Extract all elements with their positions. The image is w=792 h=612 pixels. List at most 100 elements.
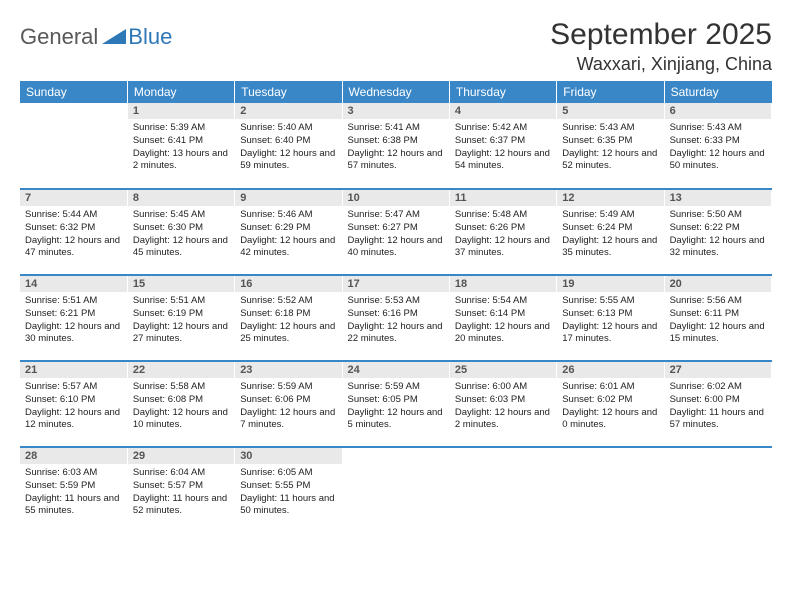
calendar-cell: 23Sunrise: 5:59 AMSunset: 6:06 PMDayligh… [235, 361, 342, 447]
sunrise-text: Sunrise: 5:43 AM [670, 122, 766, 135]
day-number: 15 [128, 276, 234, 292]
calendar-cell: 10Sunrise: 5:47 AMSunset: 6:27 PMDayligh… [342, 189, 449, 275]
sunset-text: Sunset: 6:35 PM [562, 135, 658, 148]
day-details: Sunrise: 5:50 AMSunset: 6:22 PMDaylight:… [665, 206, 771, 264]
sunrise-text: Sunrise: 6:04 AM [133, 467, 229, 480]
sunrise-text: Sunrise: 6:03 AM [25, 467, 122, 480]
sunrise-text: Sunrise: 5:50 AM [670, 209, 766, 222]
calendar-cell [449, 447, 556, 533]
calendar-cell: 28Sunrise: 6:03 AMSunset: 5:59 PMDayligh… [20, 447, 127, 533]
daylight-text: Daylight: 12 hours and 7 minutes. [240, 407, 336, 433]
day-details: Sunrise: 5:59 AMSunset: 6:06 PMDaylight:… [235, 378, 341, 436]
sunset-text: Sunset: 6:32 PM [25, 222, 122, 235]
calendar-cell: 18Sunrise: 5:54 AMSunset: 6:14 PMDayligh… [449, 275, 556, 361]
day-details: Sunrise: 5:45 AMSunset: 6:30 PMDaylight:… [128, 206, 234, 264]
calendar-cell: 17Sunrise: 5:53 AMSunset: 6:16 PMDayligh… [342, 275, 449, 361]
day-number: 27 [665, 362, 771, 378]
page: General Blue September 2025 Waxxari, Xin… [0, 0, 792, 533]
calendar-cell: 8Sunrise: 5:45 AMSunset: 6:30 PMDaylight… [127, 189, 234, 275]
calendar-cell: 12Sunrise: 5:49 AMSunset: 6:24 PMDayligh… [557, 189, 664, 275]
sunrise-text: Sunrise: 5:59 AM [240, 381, 336, 394]
day-number: 18 [450, 276, 556, 292]
day-details: Sunrise: 5:56 AMSunset: 6:11 PMDaylight:… [665, 292, 771, 350]
sunset-text: Sunset: 6:13 PM [562, 308, 658, 321]
day-details: Sunrise: 6:02 AMSunset: 6:00 PMDaylight:… [665, 378, 771, 436]
day-number: 30 [235, 448, 341, 464]
day-number: 19 [557, 276, 663, 292]
dayhead-thu: Thursday [449, 81, 556, 103]
daylight-text: Daylight: 12 hours and 5 minutes. [348, 407, 444, 433]
calendar-cell: 6Sunrise: 5:43 AMSunset: 6:33 PMDaylight… [664, 103, 771, 189]
calendar-cell: 30Sunrise: 6:05 AMSunset: 5:55 PMDayligh… [235, 447, 342, 533]
day-details: Sunrise: 5:51 AMSunset: 6:19 PMDaylight:… [128, 292, 234, 350]
sunrise-text: Sunrise: 6:02 AM [670, 381, 766, 394]
dayhead-sun: Sunday [20, 81, 127, 103]
sunrise-text: Sunrise: 5:47 AM [348, 209, 444, 222]
daylight-text: Daylight: 12 hours and 50 minutes. [670, 148, 766, 174]
sunset-text: Sunset: 6:33 PM [670, 135, 766, 148]
daylight-text: Daylight: 12 hours and 10 minutes. [133, 407, 229, 433]
day-number: 11 [450, 190, 556, 206]
day-number: 2 [235, 103, 341, 119]
day-number: 9 [235, 190, 341, 206]
sunset-text: Sunset: 6:03 PM [455, 394, 551, 407]
day-details: Sunrise: 5:58 AMSunset: 6:08 PMDaylight:… [128, 378, 234, 436]
daylight-text: Daylight: 12 hours and 35 minutes. [562, 235, 658, 261]
day-details: Sunrise: 5:54 AMSunset: 6:14 PMDaylight:… [450, 292, 556, 350]
dayhead-tue: Tuesday [235, 81, 342, 103]
daylight-text: Daylight: 12 hours and 15 minutes. [670, 321, 766, 347]
calendar-cell: 11Sunrise: 5:48 AMSunset: 6:26 PMDayligh… [449, 189, 556, 275]
day-details: Sunrise: 5:39 AMSunset: 6:41 PMDaylight:… [128, 119, 234, 177]
day-details: Sunrise: 5:49 AMSunset: 6:24 PMDaylight:… [557, 206, 663, 264]
sunset-text: Sunset: 6:14 PM [455, 308, 551, 321]
sunset-text: Sunset: 6:16 PM [348, 308, 444, 321]
calendar-cell: 22Sunrise: 5:58 AMSunset: 6:08 PMDayligh… [127, 361, 234, 447]
daylight-text: Daylight: 11 hours and 52 minutes. [133, 493, 229, 519]
day-details: Sunrise: 5:43 AMSunset: 6:33 PMDaylight:… [665, 119, 771, 177]
daylight-text: Daylight: 12 hours and 54 minutes. [455, 148, 551, 174]
sunset-text: Sunset: 6:19 PM [133, 308, 229, 321]
sunset-text: Sunset: 6:37 PM [455, 135, 551, 148]
calendar-cell: 5Sunrise: 5:43 AMSunset: 6:35 PMDaylight… [557, 103, 664, 189]
sunrise-text: Sunrise: 5:43 AM [562, 122, 658, 135]
calendar-cell: 13Sunrise: 5:50 AMSunset: 6:22 PMDayligh… [664, 189, 771, 275]
calendar-cell: 7Sunrise: 5:44 AMSunset: 6:32 PMDaylight… [20, 189, 127, 275]
day-details: Sunrise: 5:42 AMSunset: 6:37 PMDaylight:… [450, 119, 556, 177]
title-block: September 2025 Waxxari, Xinjiang, China [550, 18, 772, 75]
daylight-text: Daylight: 11 hours and 50 minutes. [240, 493, 336, 519]
day-number: 24 [343, 362, 449, 378]
sunset-text: Sunset: 6:02 PM [562, 394, 658, 407]
day-number: 26 [557, 362, 663, 378]
daylight-text: Daylight: 12 hours and 47 minutes. [25, 235, 122, 261]
day-details: Sunrise: 5:59 AMSunset: 6:05 PMDaylight:… [343, 378, 449, 436]
sunrise-text: Sunrise: 5:54 AM [455, 295, 551, 308]
sunset-text: Sunset: 6:11 PM [670, 308, 766, 321]
dayhead-sat: Saturday [664, 81, 771, 103]
day-number: 25 [450, 362, 556, 378]
daylight-text: Daylight: 13 hours and 2 minutes. [133, 148, 229, 174]
day-details: Sunrise: 5:46 AMSunset: 6:29 PMDaylight:… [235, 206, 341, 264]
calendar-cell [557, 447, 664, 533]
sunrise-text: Sunrise: 5:42 AM [455, 122, 551, 135]
sunset-text: Sunset: 5:57 PM [133, 480, 229, 493]
sunrise-text: Sunrise: 5:53 AM [348, 295, 444, 308]
day-details: Sunrise: 5:51 AMSunset: 6:21 PMDaylight:… [20, 292, 127, 350]
daylight-text: Daylight: 11 hours and 57 minutes. [670, 407, 766, 433]
calendar-week-row: 14Sunrise: 5:51 AMSunset: 6:21 PMDayligh… [20, 275, 772, 361]
sunrise-text: Sunrise: 6:05 AM [240, 467, 336, 480]
calendar-body: 1Sunrise: 5:39 AMSunset: 6:41 PMDaylight… [20, 103, 772, 533]
daylight-text: Daylight: 12 hours and 25 minutes. [240, 321, 336, 347]
sunset-text: Sunset: 6:06 PM [240, 394, 336, 407]
daylight-text: Daylight: 12 hours and 42 minutes. [240, 235, 336, 261]
day-details: Sunrise: 6:01 AMSunset: 6:02 PMDaylight:… [557, 378, 663, 436]
day-number: 22 [128, 362, 234, 378]
day-details: Sunrise: 5:52 AMSunset: 6:18 PMDaylight:… [235, 292, 341, 350]
sunrise-text: Sunrise: 5:57 AM [25, 381, 122, 394]
logo: General Blue [20, 18, 172, 50]
calendar-cell: 20Sunrise: 5:56 AMSunset: 6:11 PMDayligh… [664, 275, 771, 361]
sunset-text: Sunset: 6:38 PM [348, 135, 444, 148]
day-number: 3 [343, 103, 449, 119]
calendar-week-row: 1Sunrise: 5:39 AMSunset: 6:41 PMDaylight… [20, 103, 772, 189]
day-details: Sunrise: 5:40 AMSunset: 6:40 PMDaylight:… [235, 119, 341, 177]
day-details: Sunrise: 5:55 AMSunset: 6:13 PMDaylight:… [557, 292, 663, 350]
